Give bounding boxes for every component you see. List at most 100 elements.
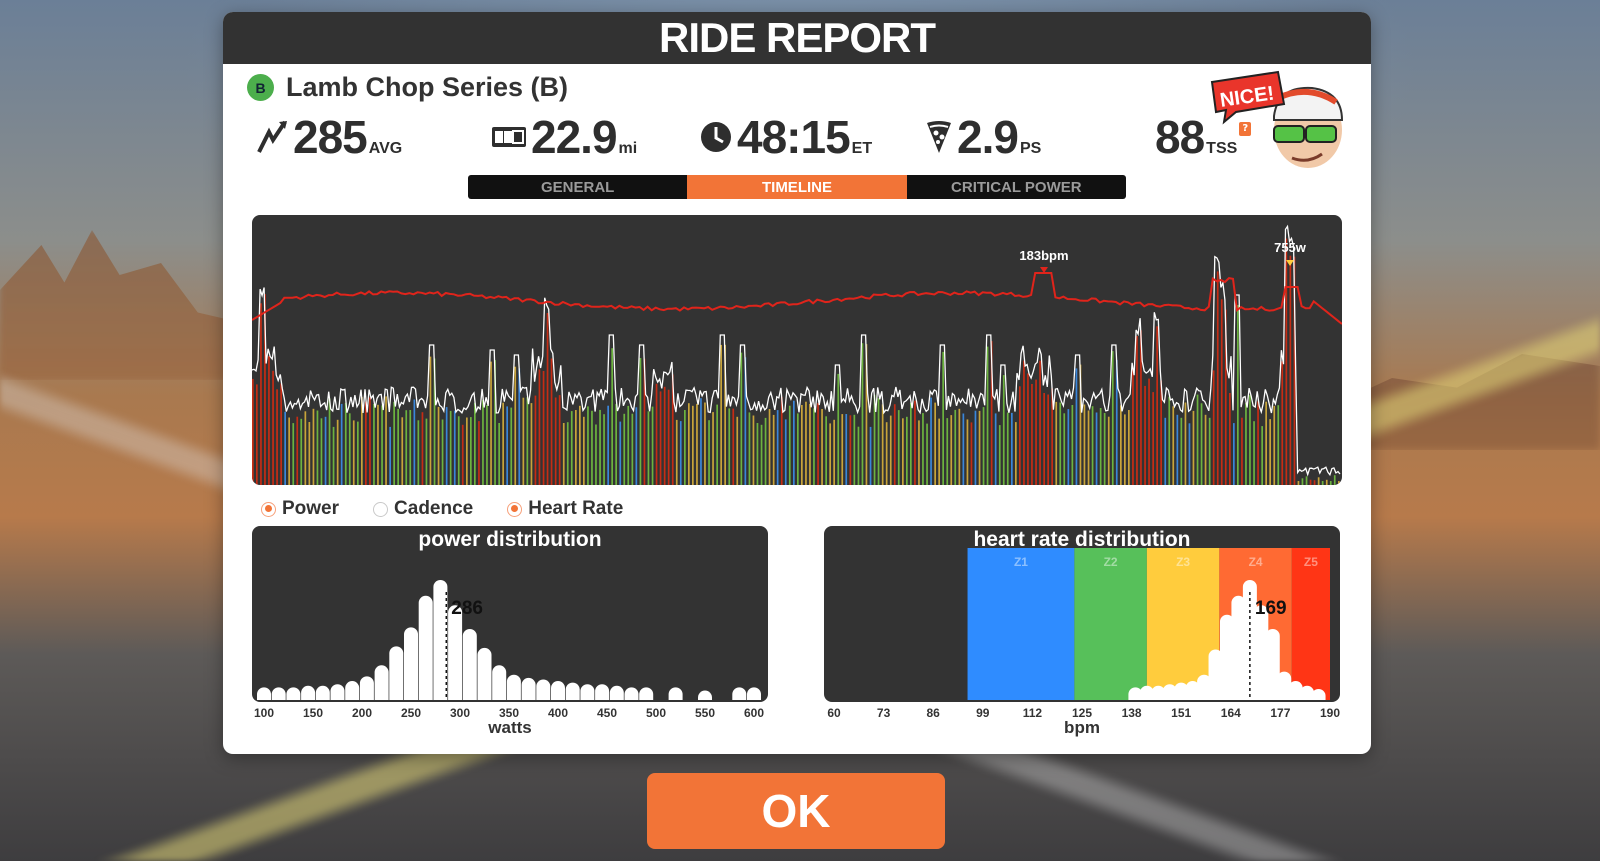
axis-tick-label: 99 [976, 706, 990, 720]
timeline-bar [498, 423, 500, 485]
dist-bar [506, 674, 521, 700]
axis-tick-label: 400 [547, 706, 569, 720]
timeline-bar [861, 343, 864, 485]
timeline-bar [675, 419, 678, 485]
timeline-bar [1115, 359, 1118, 485]
timeline-bar [857, 426, 860, 485]
timeline-bar [292, 423, 295, 485]
chart-legend: Power Cadence Heart Rate [261, 498, 657, 520]
timeline-bar [922, 413, 924, 485]
radio-cadence[interactable] [373, 501, 389, 517]
tab-timeline[interactable]: TIMELINE [687, 175, 907, 199]
timeline-bar [457, 416, 460, 485]
timeline-bar [510, 407, 513, 485]
radio-power[interactable] [261, 501, 276, 517]
timeline-bar [385, 396, 387, 485]
legend-power-toggle[interactable]: Power [261, 498, 339, 520]
timeline-bar [1297, 481, 1300, 485]
timeline-bar [1176, 414, 1179, 485]
hr-distribution-panel: heart rate distribution Z1 Z2 Z3 Z4 Z5 169 [824, 526, 1340, 702]
timeline-bar [720, 344, 722, 485]
timeline-bar [974, 410, 977, 485]
timeline-bar [1120, 405, 1122, 485]
power-axis-label: watts [488, 718, 532, 737]
timeline-bar [252, 378, 254, 485]
timeline-bar [514, 366, 517, 485]
timeline-bar [853, 414, 856, 485]
dist-bar [747, 687, 761, 700]
timeline-bar [841, 414, 844, 485]
timeline-bar [881, 404, 884, 485]
timeline-bar [821, 409, 823, 485]
timeline-bar [405, 410, 408, 485]
stat-power: 285 AVG [257, 110, 402, 164]
timeline-bar [805, 401, 807, 485]
timeline-bar [1140, 330, 1142, 485]
timeline-bar [288, 417, 290, 485]
dist-bar [1300, 685, 1315, 700]
zone-label: Z5 [1304, 555, 1318, 569]
timeline-bar [655, 383, 658, 485]
legend-heart-rate-toggle[interactable]: Heart Rate [507, 498, 623, 520]
stat-tss-value: 88 [1155, 111, 1205, 163]
timeline-bar [365, 401, 367, 485]
timeline-hr-line [252, 272, 1342, 325]
ok-button[interactable]: OK [647, 773, 945, 849]
timeline-bar [1059, 402, 1062, 485]
timeline-bar [1241, 417, 1243, 485]
timeline-bar [449, 410, 452, 485]
tab-critical-power[interactable]: CRITICAL POWER [951, 178, 1082, 196]
timeline-bar [1152, 392, 1154, 485]
mascot-avatar: NICE! [1208, 68, 1358, 178]
timeline-bar [518, 368, 521, 485]
average-label: 169 [1255, 598, 1287, 619]
timeline-bar [300, 418, 303, 485]
timeline-bar [611, 348, 613, 485]
timeline-bar [1257, 401, 1259, 485]
timeline-chart[interactable]: 183bpm 755w [252, 215, 1342, 485]
timeline-bar [280, 383, 282, 485]
timeline-bar [401, 417, 404, 485]
timeline-bar [651, 406, 654, 485]
pizza-slice-icon [925, 119, 953, 155]
timeline-bar [583, 416, 585, 485]
timeline-bar [1144, 385, 1146, 485]
timeline-bar [1245, 403, 1247, 485]
timeline-bar [348, 413, 351, 485]
dist-bar [1254, 605, 1269, 700]
dist-bar [1265, 628, 1280, 700]
timeline-bar [910, 402, 912, 485]
timeline-bar [869, 426, 872, 485]
timeline-bar [631, 413, 634, 485]
timeline-bar [1075, 368, 1078, 485]
stat-time: 48:15 ET [699, 110, 872, 164]
timeline-bar [825, 416, 827, 485]
timeline-bar [506, 406, 508, 485]
timeline-bar [296, 416, 299, 485]
timeline-bar [1168, 396, 1171, 485]
timeline-bar [1039, 360, 1041, 485]
stat-power-value: 285 [293, 111, 368, 163]
timeline-bar [381, 405, 383, 485]
timeline-bar [942, 351, 944, 485]
tss-help-icon[interactable]: ? [1239, 122, 1252, 136]
radio-heart-rate[interactable] [507, 501, 523, 517]
timeline-bar [530, 403, 533, 485]
legend-cadence-toggle[interactable]: Cadence [373, 498, 473, 520]
dist-bar [359, 676, 374, 700]
timeline-bar [421, 412, 424, 485]
tab-general[interactable]: GENERAL [540, 178, 615, 196]
timeline-bar [332, 426, 335, 485]
timeline-bar [591, 410, 593, 485]
timeline-bar [635, 407, 638, 485]
timeline-bar [579, 405, 581, 485]
timeline-bar [1019, 386, 1021, 485]
timeline-bar [1099, 408, 1102, 485]
odometer-icon [491, 124, 527, 150]
timeline-bar [897, 410, 900, 485]
timeline-bar [813, 408, 815, 485]
axis-tick-label: 600 [743, 706, 765, 720]
axis-tick-label: 86 [926, 706, 940, 720]
timeline-bar [732, 408, 735, 485]
timeline-bar [671, 374, 674, 485]
